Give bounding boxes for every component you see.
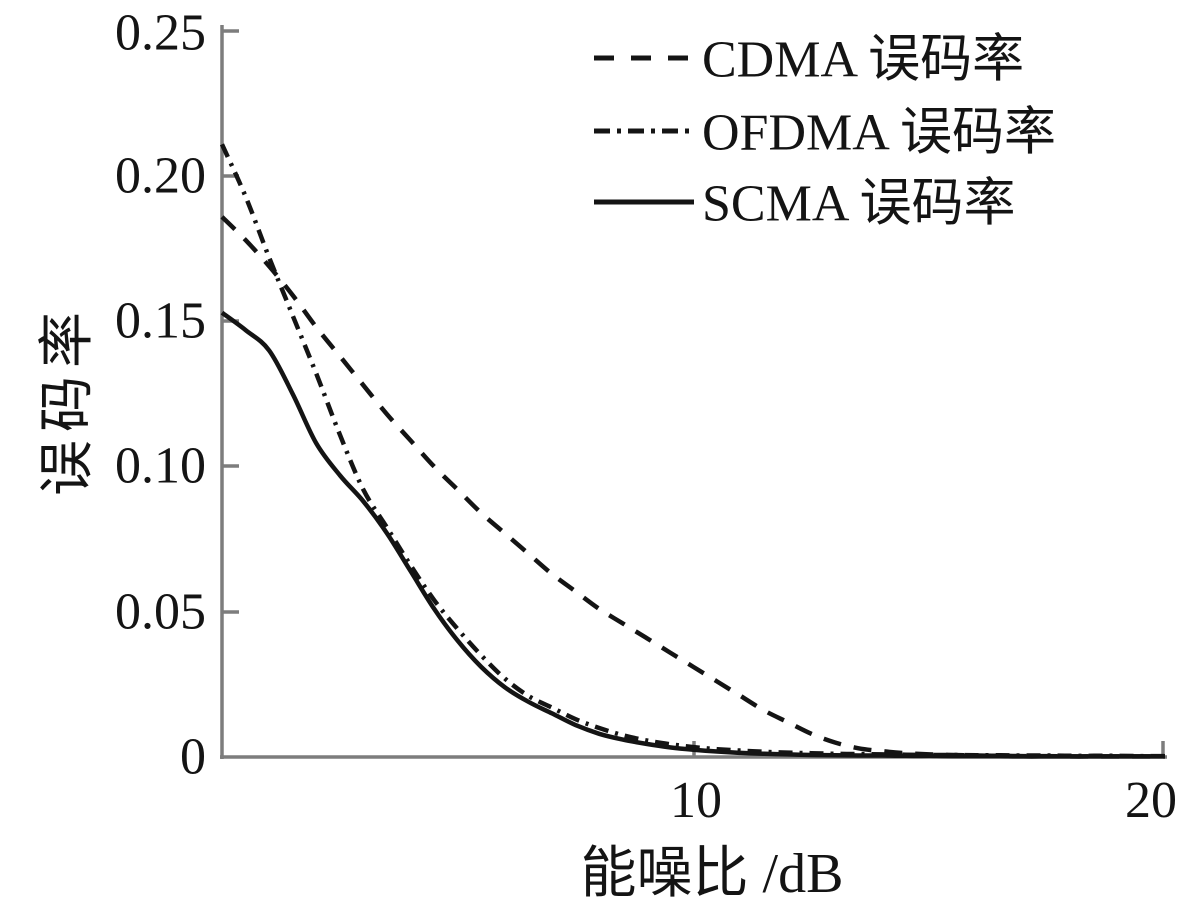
scma-ber-curve [220, 310, 1165, 759]
cdma-legend-label: CDMA 误码率 [702, 32, 1024, 89]
curves-layer [219, 143, 1166, 759]
ofdma-legend-label: OFDMA 误码率 [702, 105, 1056, 162]
x-tick-label-20: 20 [1125, 772, 1177, 829]
y-tick-label-0: 0 [180, 729, 206, 786]
y-tick-label-005: 0.05 [115, 584, 206, 641]
x-axis-title: 能噪比 /dB [581, 843, 844, 900]
scma-legend-label: SCMA 误码率 [702, 176, 1016, 233]
y-axis-title: 误码率 [37, 304, 99, 496]
y-tick-label-020: 0.20 [115, 148, 206, 205]
cdma-ber-curve [220, 215, 1165, 759]
x-tick-label-10: 10 [670, 772, 722, 829]
legend: CDMA 误码率 OFDMA 误码率 SCMA 误码率 [594, 32, 1056, 233]
y-tick-label-010: 0.10 [115, 438, 206, 495]
legend-item-scma: SCMA 误码率 [594, 176, 1016, 233]
y-tick-label-025: 0.25 [115, 5, 206, 62]
legend-item-ofdma: OFDMA 误码率 [594, 105, 1056, 162]
y-tick-label-015: 0.15 [115, 293, 206, 350]
legend-item-cdma: CDMA 误码率 [594, 32, 1024, 89]
tick-labels: 0 0.05 0.10 0.15 0.20 0.25 10 20 [115, 5, 1177, 830]
